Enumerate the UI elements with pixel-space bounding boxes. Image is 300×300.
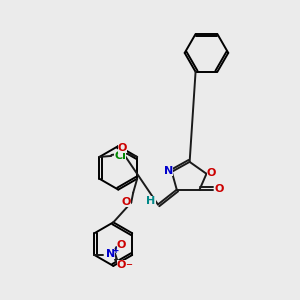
Text: O: O xyxy=(215,184,224,194)
Text: N: N xyxy=(106,249,115,259)
Text: H: H xyxy=(146,196,156,206)
Text: −: − xyxy=(125,260,132,269)
Text: Cl: Cl xyxy=(114,151,126,161)
Text: O: O xyxy=(116,260,126,270)
Text: O: O xyxy=(116,240,126,250)
Text: O: O xyxy=(207,168,216,178)
Text: +: + xyxy=(112,246,119,255)
Text: O: O xyxy=(118,143,127,153)
Text: O: O xyxy=(122,196,131,206)
Text: N: N xyxy=(164,166,173,176)
